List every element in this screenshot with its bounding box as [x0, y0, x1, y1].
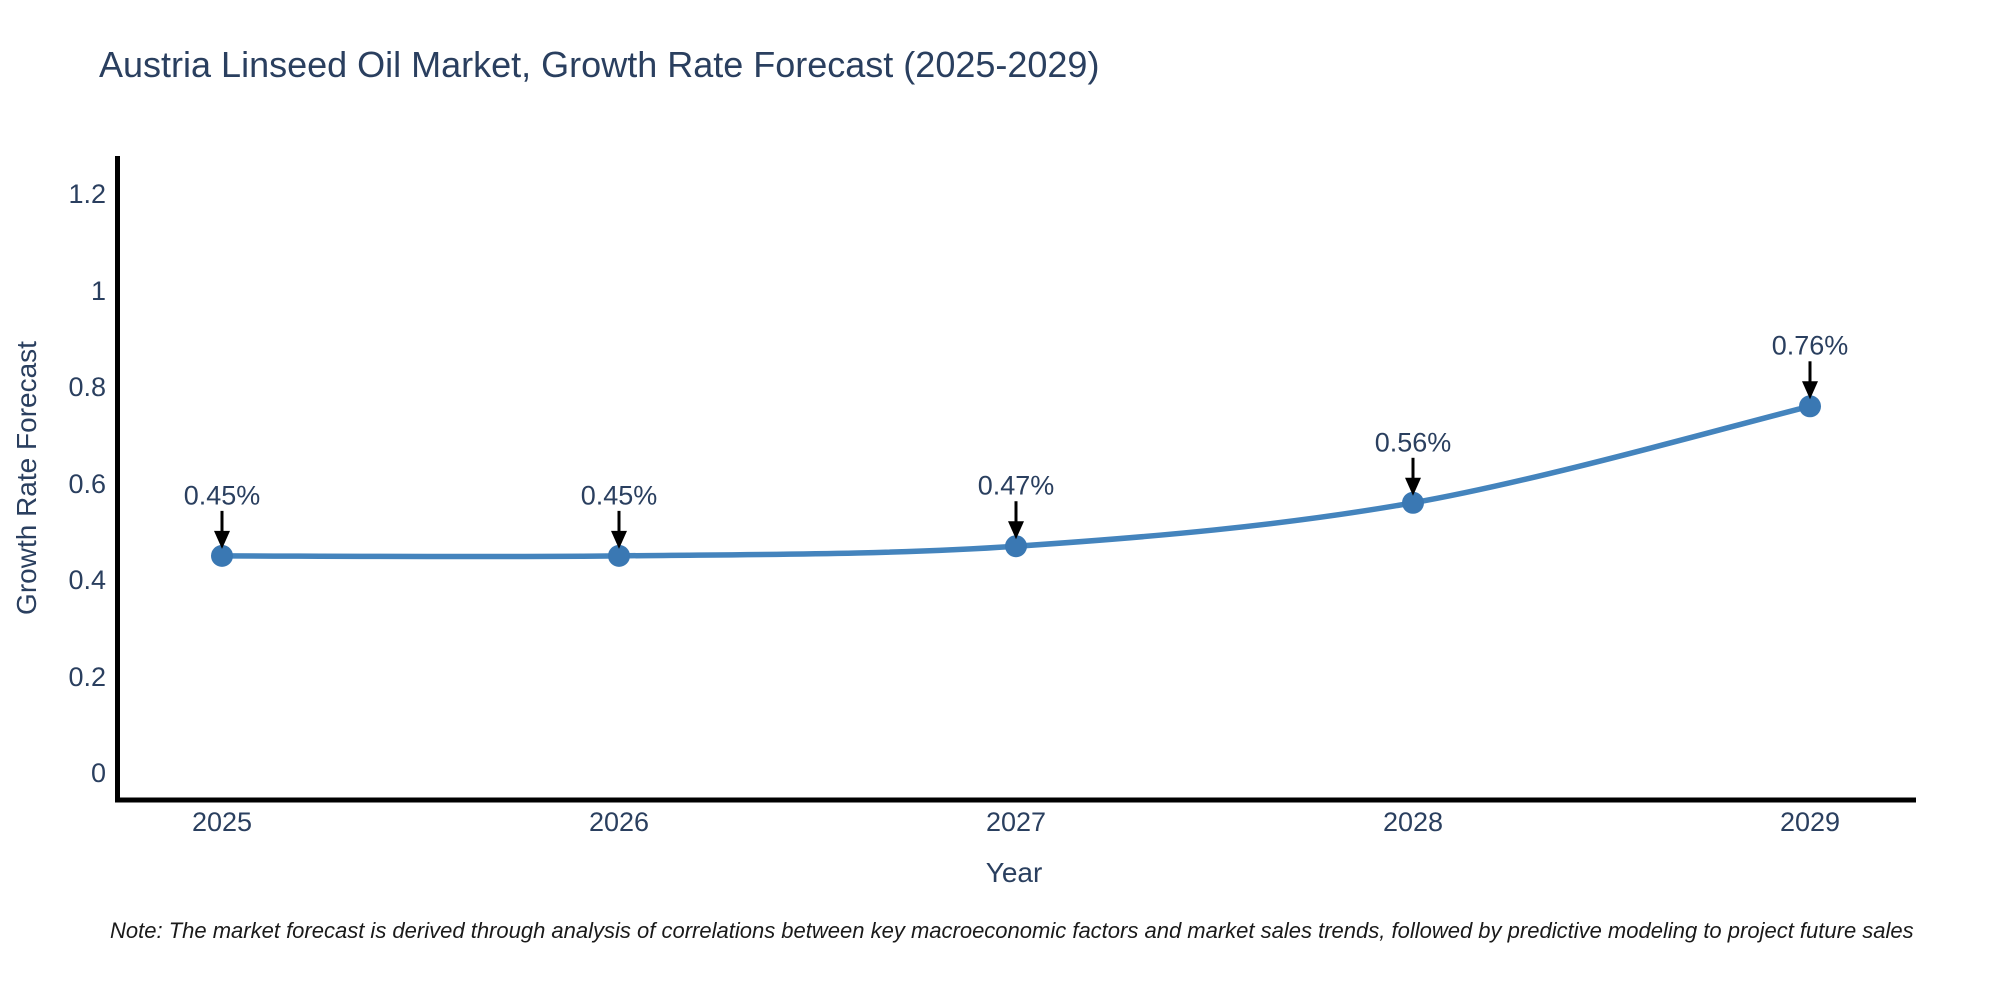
x-tick-label: 2026	[588, 807, 650, 837]
y-tick-label: 0.2	[68, 661, 106, 692]
x-axis-title: Year	[985, 857, 1043, 888]
point-annotation: 0.56%	[1374, 427, 1452, 458]
data-point-marker[interactable]	[1005, 535, 1027, 558]
data-point-marker[interactable]	[211, 544, 233, 567]
chart-title: Austria Linseed Oil Market, Growth Rate …	[99, 44, 1100, 85]
y-tick-label: 0	[90, 758, 106, 788]
point-annotation: 0.45%	[580, 480, 658, 511]
annotation-arrow-head	[1008, 521, 1024, 540]
point-annotation: 0.47%	[977, 470, 1055, 501]
data-point-marker[interactable]	[1402, 491, 1424, 514]
annotation-arrow-head	[214, 530, 230, 549]
y-axis-title: Growth Rate Forecast	[11, 341, 42, 615]
point-annotation: 0.45%	[183, 480, 261, 511]
x-tick-label: 2025	[191, 807, 253, 837]
data-point-marker[interactable]	[1799, 395, 1821, 418]
footnote: Note: The market forecast is derived thr…	[110, 918, 1914, 943]
annotation-arrow-head	[611, 530, 627, 549]
point-annotation: 0.76%	[1771, 330, 1849, 361]
data-point-marker[interactable]	[608, 544, 630, 567]
y-tick-label: 0.8	[68, 372, 106, 402]
y-tick-label: 1.2	[68, 179, 106, 209]
x-tick-label: 2027	[985, 807, 1047, 837]
annotation-arrow-head	[1802, 381, 1818, 400]
y-tick-label: 0.4	[68, 565, 106, 595]
annotation-arrow-head	[1405, 477, 1421, 496]
y-tick-label: 0.6	[68, 468, 106, 499]
x-tick-label: 2029	[1779, 807, 1841, 837]
y-tick-label: 1	[90, 275, 106, 306]
x-tick-label: 2028	[1382, 807, 1444, 837]
